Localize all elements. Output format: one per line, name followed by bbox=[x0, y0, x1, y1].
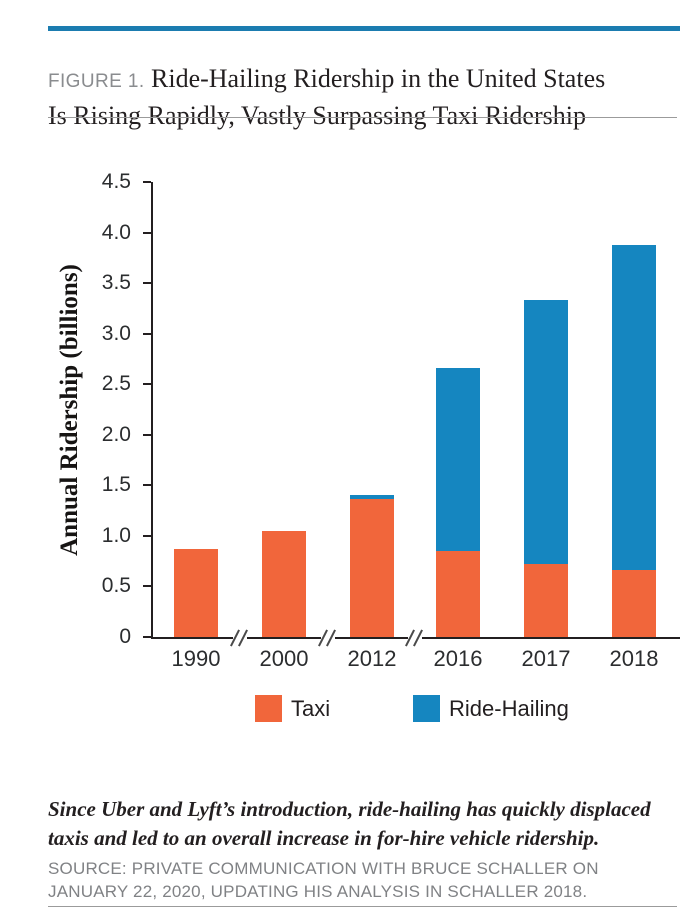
y-tick-mark bbox=[143, 484, 151, 487]
y-tick-mark bbox=[143, 383, 151, 386]
bar-taxi-1990 bbox=[174, 549, 218, 637]
axis-break-gap bbox=[233, 634, 247, 642]
figure-title-line1: Ride-Hailing Ridership in the United Sta… bbox=[151, 64, 606, 93]
y-tick-label: 4.0 bbox=[101, 220, 131, 244]
y-tick-label: 4.5 bbox=[101, 170, 131, 193]
y-tick-mark bbox=[143, 534, 151, 537]
legend-label-ride-hailing: Ride-Hailing bbox=[449, 696, 569, 721]
y-tick-label: 2.0 bbox=[101, 422, 131, 446]
y-tick-mark bbox=[143, 636, 151, 638]
figure-title: FIGURE 1. Ride-Hailing Ridership in the … bbox=[48, 62, 668, 133]
y-tick-mark bbox=[143, 282, 151, 285]
axis-break-gap bbox=[321, 634, 335, 642]
y-axis-line bbox=[151, 182, 153, 639]
y-tick-label: 3.0 bbox=[101, 321, 131, 345]
bar-taxi-2017 bbox=[524, 564, 568, 637]
y-axis-title: Annual Ridership (billions) bbox=[56, 264, 83, 556]
x-tick-label-2018: 2018 bbox=[609, 646, 659, 671]
y-tick-label: 1.5 bbox=[101, 473, 131, 497]
bar-taxi-2000 bbox=[262, 530, 306, 637]
bottom-divider-line bbox=[48, 906, 677, 907]
bar-ride-hailing-2018 bbox=[612, 244, 656, 571]
y-tick-mark bbox=[143, 585, 151, 588]
axis-break-gap bbox=[408, 634, 422, 642]
bar-taxi-2012 bbox=[350, 499, 394, 637]
bar-taxi-2018 bbox=[612, 570, 656, 637]
y-tick-label: 0.5 bbox=[101, 574, 131, 598]
y-tick-mark bbox=[143, 332, 151, 335]
bar-ride-hailing-2016 bbox=[436, 368, 480, 552]
y-tick-mark bbox=[143, 181, 151, 183]
accent-top-rule bbox=[48, 26, 680, 31]
legend-swatch-ride-hailing bbox=[413, 695, 440, 722]
x-tick-label-2017: 2017 bbox=[521, 646, 571, 671]
chart-legend: Taxi Ride-Hailing bbox=[0, 693, 700, 723]
y-tick-mark bbox=[143, 433, 151, 436]
y-tick-label: 0 bbox=[119, 625, 131, 648]
source-note: SOURCE: PRIVATE COMMUNICATION WITH BRUCE… bbox=[48, 859, 599, 901]
x-tick-label-2012: 2012 bbox=[347, 646, 397, 671]
y-tick-label: 2.5 bbox=[101, 372, 131, 396]
x-tick-label-2016: 2016 bbox=[433, 646, 483, 671]
bar-ride-hailing-2017 bbox=[524, 300, 568, 565]
x-tick-label-1990: 1990 bbox=[171, 646, 221, 671]
legend-swatch-taxi bbox=[255, 695, 282, 722]
figure-caption: Since Uber and Lyft’s introduction, ride… bbox=[48, 797, 651, 850]
figure-number-label: FIGURE 1. bbox=[48, 71, 145, 92]
legend-label-taxi: Taxi bbox=[291, 696, 331, 721]
bar-chart: Annual Ridership (billions) 0 0.5 1.0 1.5 2.… bbox=[56, 170, 680, 671]
y-tick-label: 3.5 bbox=[101, 271, 131, 295]
x-tick-label-2000: 2000 bbox=[259, 646, 309, 671]
figure-title-line2: Is Rising Rapidly, Vastly Surpassing Tax… bbox=[48, 101, 586, 130]
title-divider-line bbox=[48, 117, 677, 118]
y-tick-label: 1.0 bbox=[101, 523, 131, 547]
bar-ride-hailing-2012 bbox=[350, 495, 394, 500]
y-tick-mark bbox=[143, 231, 151, 234]
bar-taxi-2016 bbox=[436, 551, 480, 637]
